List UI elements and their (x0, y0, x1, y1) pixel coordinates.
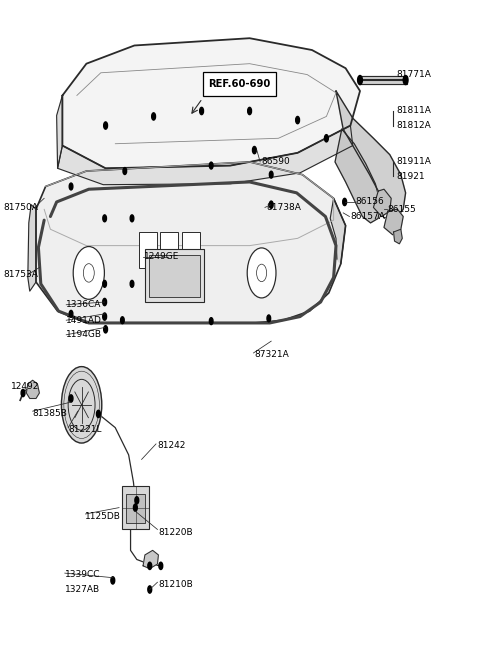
Circle shape (103, 215, 107, 222)
Text: 81242: 81242 (157, 441, 186, 450)
Circle shape (69, 183, 73, 190)
Polygon shape (336, 91, 406, 217)
Text: 1339CC: 1339CC (65, 571, 100, 580)
Polygon shape (394, 229, 402, 244)
Polygon shape (62, 38, 360, 168)
Circle shape (269, 171, 273, 178)
Text: 86156: 86156 (355, 197, 384, 206)
Circle shape (61, 367, 102, 443)
Bar (145, 250, 204, 302)
Ellipse shape (247, 248, 276, 298)
Circle shape (123, 168, 127, 174)
Polygon shape (143, 550, 158, 569)
Text: 1336CA: 1336CA (66, 300, 102, 309)
Bar (122, 486, 149, 529)
Circle shape (103, 280, 107, 288)
Text: 81753A: 81753A (4, 271, 39, 279)
Text: REF.60-690: REF.60-690 (208, 79, 271, 88)
Circle shape (21, 389, 25, 397)
Text: 86155: 86155 (388, 205, 417, 214)
Bar (149, 255, 200, 297)
Text: 87321A: 87321A (254, 350, 289, 360)
Text: 12492: 12492 (11, 382, 39, 391)
Circle shape (104, 122, 108, 129)
Text: 86590: 86590 (262, 157, 290, 166)
FancyBboxPatch shape (203, 72, 276, 96)
Polygon shape (330, 198, 346, 264)
Text: 81210B: 81210B (158, 580, 193, 589)
Circle shape (103, 299, 107, 306)
Text: 81221L: 81221L (68, 425, 102, 434)
Circle shape (103, 313, 107, 320)
Circle shape (133, 496, 137, 504)
Circle shape (111, 577, 115, 584)
Circle shape (296, 117, 300, 124)
Polygon shape (384, 209, 403, 234)
Circle shape (252, 147, 256, 154)
Circle shape (133, 504, 137, 512)
Circle shape (209, 318, 213, 325)
Text: 81385B: 81385B (33, 409, 68, 419)
Circle shape (269, 201, 273, 208)
Circle shape (130, 215, 134, 222)
Bar (160, 232, 178, 269)
Text: 81811A: 81811A (396, 107, 431, 115)
Text: 81812A: 81812A (396, 121, 431, 130)
Circle shape (200, 107, 204, 115)
Polygon shape (26, 381, 39, 398)
Polygon shape (57, 96, 62, 168)
Circle shape (403, 75, 408, 84)
Text: 81771A: 81771A (396, 70, 431, 79)
Bar (126, 494, 145, 523)
Circle shape (69, 310, 73, 317)
Ellipse shape (73, 246, 105, 299)
Circle shape (130, 280, 134, 288)
Polygon shape (373, 189, 391, 217)
Circle shape (209, 162, 213, 169)
Text: 1491AD: 1491AD (66, 316, 102, 325)
Circle shape (248, 107, 252, 115)
Polygon shape (359, 77, 407, 84)
Circle shape (159, 562, 163, 569)
Text: 86157A: 86157A (350, 212, 385, 221)
Circle shape (104, 326, 108, 333)
Circle shape (148, 562, 152, 569)
Text: 1125DB: 1125DB (85, 512, 121, 521)
Circle shape (148, 586, 152, 593)
Bar (139, 232, 157, 269)
Text: 81750A: 81750A (4, 203, 39, 212)
Circle shape (343, 198, 347, 206)
Circle shape (358, 75, 362, 84)
Polygon shape (335, 129, 380, 223)
Circle shape (69, 395, 73, 402)
Text: 1194GB: 1194GB (66, 330, 102, 339)
Circle shape (267, 315, 271, 322)
Text: 81921: 81921 (396, 172, 425, 181)
Bar (182, 232, 200, 269)
Circle shape (324, 135, 328, 142)
Polygon shape (28, 205, 36, 291)
Text: 1249GE: 1249GE (144, 252, 180, 261)
Circle shape (120, 317, 124, 324)
Circle shape (135, 496, 139, 504)
Polygon shape (58, 126, 353, 185)
Text: 1327AB: 1327AB (65, 585, 100, 594)
Text: 81220B: 81220B (158, 528, 193, 536)
Text: 81738A: 81738A (266, 203, 301, 212)
Circle shape (152, 113, 156, 120)
Circle shape (96, 410, 100, 418)
Text: 81911A: 81911A (396, 157, 431, 166)
Polygon shape (36, 162, 346, 323)
